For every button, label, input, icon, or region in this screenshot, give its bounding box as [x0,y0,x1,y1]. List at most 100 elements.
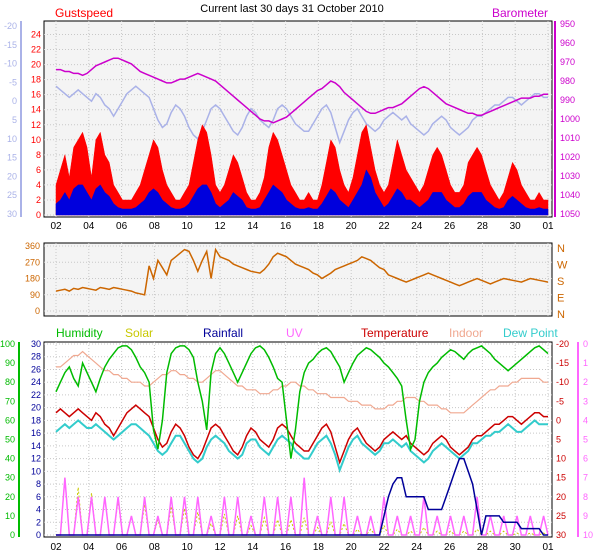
gustspeed-area [55,124,549,216]
x-tick-label: 06 [116,221,128,232]
x-tick-label: 08 [149,221,161,232]
x-tick-label: 04 [83,542,95,553]
panel3-x-ticks: 02 04 06 08 10 12 14 16 18 20 22 24 26 28 30 01 [50,542,554,553]
y-tick-direction: 0 [35,306,40,316]
y-tick-gust: 4 [36,180,41,190]
y-tick-uv: 3 [583,396,588,406]
legend-uv: UV [286,326,303,340]
temperature-line [55,85,548,145]
x-tick-label: 16 [280,542,292,553]
y-tick-rain: 20 [31,403,41,413]
x-tick-label: 20 [346,221,358,232]
y-tick-temperature: 20 [556,492,566,502]
y-tick-direction: 270 [25,257,40,267]
y-tick-temperature: 0 [556,415,561,425]
y-tick-rain: 28 [31,352,41,362]
x-tick-label: 22 [378,542,390,553]
y-tick-humidity: 40 [5,454,15,464]
panel1-axes: 024681012141618202224-20-15-10-505101520… [4,19,580,220]
y-tick-humidity: 0 [10,530,15,540]
legend-dewpoint: Dew Point [503,326,558,340]
y-tick-direction: 180 [25,274,40,284]
y-tick-temp: 5 [12,115,17,125]
y-tick-humidity: 50 [5,435,15,445]
y-tick-temperature: -10 [556,377,569,387]
y-tick-rain: 6 [36,492,41,502]
y-tick-temp: -10 [4,59,17,69]
y-tick-uv: 8 [583,492,588,502]
y-tick-barometer: 990 [560,95,575,105]
y-tick-gust: 24 [31,30,41,40]
y-tick-barometer: 1010 [560,133,580,143]
y-tick-temp: 10 [7,134,17,144]
y-tick-temperature: -5 [556,396,564,406]
legend-gustspeed: Gustspeed [55,6,113,20]
humidity-line [55,345,549,459]
panel2-series [55,247,549,296]
y-tick-gust: 10 [31,135,41,145]
x-tick-label: 14 [247,542,259,553]
y-tick-rain: 8 [36,479,41,489]
y-tick-gust: 14 [31,105,41,115]
x-tick-label: 06 [116,542,128,553]
y-tick-humidity: 90 [5,358,15,368]
compass-label: N [557,243,565,255]
y-tick-humidity: 30 [5,473,15,483]
y-tick-temp: 15 [7,153,17,163]
wind-barometer-panel: Gustspeed Barometer 02468101214161820222… [4,6,580,232]
indoor-line [56,350,548,414]
x-tick-label: 22 [378,221,390,232]
chart-title: Current last 30 days 31 October 2010 [200,3,383,15]
y-tick-rain: 26 [31,364,41,374]
y-tick-rain: 24 [31,377,41,387]
x-tick-label: 14 [247,221,259,232]
legend-indoor: Indoor [449,326,483,340]
x-tick-label: 24 [411,542,423,553]
x-tick-label: 28 [477,542,489,553]
x-tick-label: 10 [182,542,194,553]
y-tick-gust: 16 [31,90,41,100]
panel3-axes: 0102030405060708090100024681012141618202… [0,339,593,540]
y-tick-uv: 10 [583,530,593,540]
compass-label: W [557,260,568,272]
y-tick-temperature: 25 [556,511,566,521]
temperature-line [55,404,548,465]
x-tick-label: 02 [50,221,62,232]
y-tick-temp: -15 [4,40,17,50]
y-tick-uv: 1 [583,358,588,368]
y-tick-humidity: 60 [5,415,15,425]
y-tick-barometer: 960 [560,38,575,48]
y-tick-direction: 90 [30,290,40,300]
y-tick-uv: 2 [583,377,588,387]
y-tick-humidity: 80 [5,377,15,387]
panel2-grid [44,243,552,316]
panel3-legend: Humidity Solar Rainfall UV Temperature I… [56,326,558,340]
y-tick-gust: 2 [36,195,41,205]
legend-barometer: Barometer [492,6,548,20]
y-tick-gust: 6 [36,165,41,175]
y-tick-uv: 7 [583,473,588,483]
x-tick-label: 28 [477,221,489,232]
y-tick-uv: 5 [583,435,588,445]
legend-temperature: Temperature [361,326,429,340]
y-tick-temperature: 15 [556,473,566,483]
x-tick-label: 12 [214,221,226,232]
legend-humidity: Humidity [56,326,103,340]
wind-direction-line [55,247,549,296]
x-tick-label: 10 [182,221,194,232]
y-tick-humidity: 10 [5,511,15,521]
y-tick-temp: -20 [4,21,17,31]
compass-label: E [557,293,564,305]
y-tick-rain: 2 [36,517,41,527]
panel3-grid [44,342,552,537]
x-tick-label: 01 [542,221,554,232]
x-tick-label: 18 [313,542,325,553]
y-tick-temperature: -15 [556,358,569,368]
x-tick-label: 30 [510,221,522,232]
y-tick-barometer: 1020 [560,152,580,162]
y-tick-humidity: 70 [5,396,15,406]
y-tick-barometer: 970 [560,57,575,67]
y-tick-rain: 18 [31,415,41,425]
